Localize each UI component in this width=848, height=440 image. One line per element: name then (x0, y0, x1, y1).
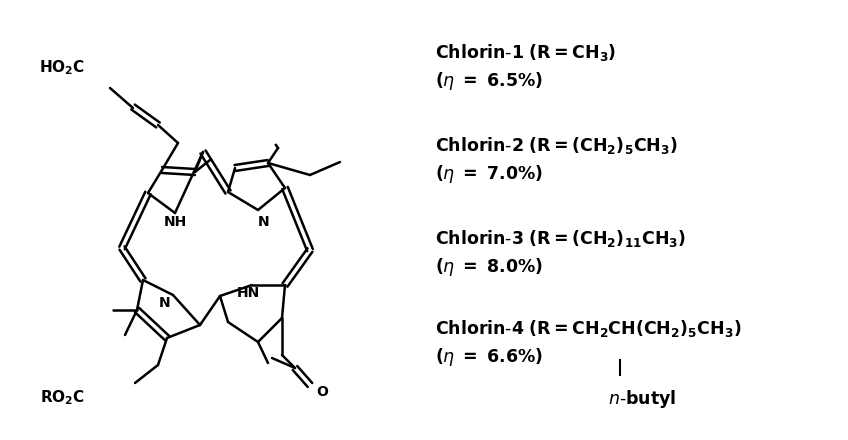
Text: O: O (316, 385, 328, 399)
Text: $\mathit{n}\mathbf{\text{-}butyl}$: $\mathit{n}\mathbf{\text{-}butyl}$ (608, 388, 676, 410)
Text: N: N (258, 215, 270, 229)
Text: $\bf{(\mathit{\eta}\ =\ 6.6\%)}$: $\bf{(\mathit{\eta}\ =\ 6.6\%)}$ (435, 346, 543, 368)
Text: $\bf{Chlorin\text{-}4\ (R = CH_2CH(CH_2)_5CH_3)}$: $\bf{Chlorin\text{-}4\ (R = CH_2CH(CH_2)… (435, 318, 741, 339)
Text: $\mathregular{HO_2C}$: $\mathregular{HO_2C}$ (39, 59, 85, 77)
Text: $\bf{(\mathit{\eta}\ =\ 7.0\%)}$: $\bf{(\mathit{\eta}\ =\ 7.0\%)}$ (435, 163, 543, 185)
Text: NH: NH (164, 215, 187, 229)
Text: N: N (159, 296, 170, 310)
Text: $\bf{(\mathit{\eta}\ =\ 6.5\%)}$: $\bf{(\mathit{\eta}\ =\ 6.5\%)}$ (435, 70, 543, 92)
Text: HN: HN (237, 286, 259, 300)
Text: $\mathregular{RO_2C}$: $\mathregular{RO_2C}$ (40, 389, 85, 407)
Text: $\bf{Chlorin\text{-}2\ (R = (CH_2)_5CH_3)}$: $\bf{Chlorin\text{-}2\ (R = (CH_2)_5CH_3… (435, 135, 678, 156)
Text: $\bf{Chlorin\text{-}3\ (R = (CH_2)_{11}CH_3)}$: $\bf{Chlorin\text{-}3\ (R = (CH_2)_{11}C… (435, 228, 686, 249)
Text: $\bf{Chlorin\text{-}1\ (R = CH_3)}$: $\bf{Chlorin\text{-}1\ (R = CH_3)}$ (435, 42, 616, 63)
Text: $\bf{(\mathit{\eta}\ =\ 8.0\%)}$: $\bf{(\mathit{\eta}\ =\ 8.0\%)}$ (435, 256, 543, 278)
